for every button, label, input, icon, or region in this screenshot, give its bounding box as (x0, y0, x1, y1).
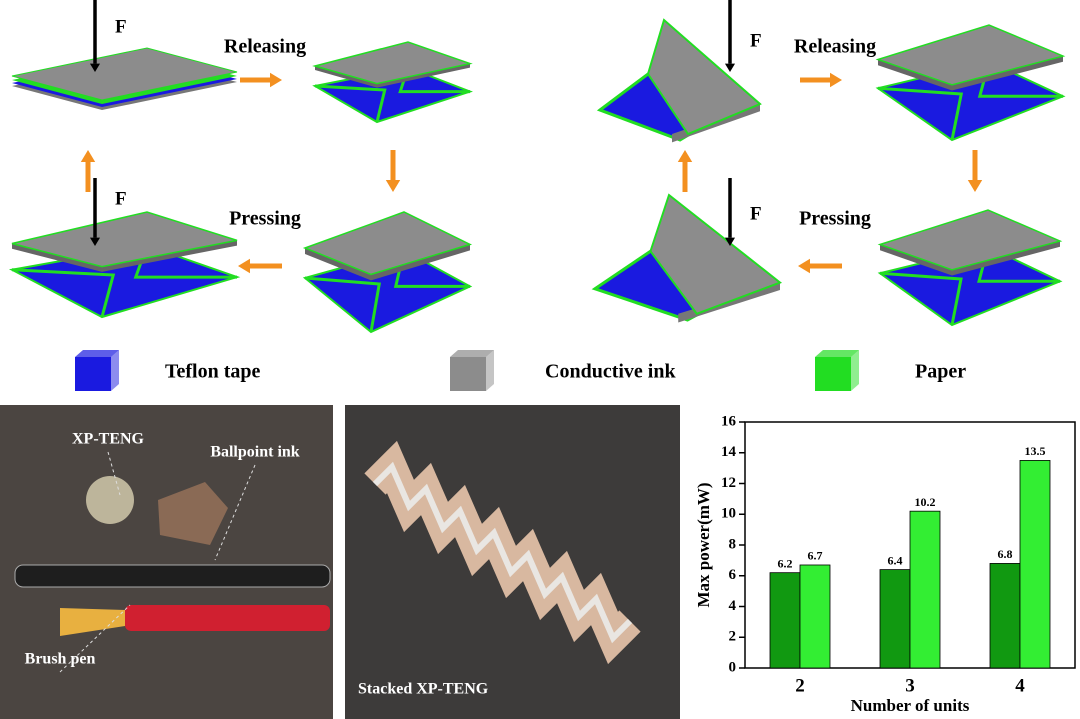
x-tick-label: 2 (795, 675, 805, 696)
fold-line (314, 84, 387, 123)
y-tick-label: 0 (729, 659, 737, 675)
y-axis-label: Max power(mW) (694, 482, 713, 607)
legend-swatch (815, 357, 851, 391)
value-label: 6.2 (778, 556, 793, 570)
ballpoint-pen (14, 564, 331, 588)
y-tick-label: 6 (729, 567, 737, 583)
bar (989, 563, 1021, 669)
bar (879, 569, 911, 669)
callout-line (59, 604, 131, 673)
ink-plate (302, 211, 473, 276)
bar (769, 572, 801, 669)
ink-plate-edge (12, 240, 237, 272)
brush-bristles (60, 608, 125, 636)
fold-line (877, 86, 964, 141)
x-tick-label: 4 (1015, 675, 1025, 696)
ink-plate-edge (880, 241, 1060, 276)
photo-label: XP-TENG (72, 431, 145, 448)
open-device (877, 209, 1063, 327)
arrow-head (89, 63, 101, 72)
legend-swatch-side (111, 350, 119, 391)
force-label: F (115, 16, 127, 37)
tilted-device (591, 193, 783, 323)
ink-plate (649, 193, 783, 315)
y-tick-label: 12 (721, 475, 736, 491)
ink-plate (646, 18, 762, 136)
x-axis-label: Number of units (851, 696, 970, 715)
ink-plate (11, 211, 238, 268)
y-tick-label: 8 (729, 536, 737, 552)
open-device (875, 24, 1066, 142)
legend-swatch-top (815, 350, 859, 357)
arrow-head (677, 150, 693, 162)
legend-swatch-top (75, 350, 119, 357)
x-tick-label: 3 (905, 675, 915, 696)
callout-line (107, 451, 121, 496)
arrow-head (89, 237, 101, 246)
value-label: 10.2 (915, 495, 936, 509)
ink-plate (875, 24, 1066, 86)
photo-label: Stacked XP-TENG (358, 681, 489, 698)
arrow-head (967, 180, 983, 192)
bar (799, 564, 831, 669)
brush-handle (125, 605, 330, 631)
arrow-head (385, 180, 401, 192)
legend-swatch (75, 357, 111, 391)
pressed-device (11, 47, 238, 110)
fold-line (304, 276, 382, 333)
open-device (8, 211, 241, 319)
photo-background (0, 405, 333, 719)
ink-plate (312, 41, 473, 85)
value-label: 13.5 (1025, 444, 1046, 458)
photo-label: Brush pen (25, 651, 96, 668)
stacked-device-edge (372, 461, 633, 644)
photo-label: Ballpoint ink (210, 444, 299, 461)
force-label: F (750, 203, 762, 224)
coin (86, 476, 134, 524)
ink-plate (11, 47, 238, 101)
open-device (302, 211, 473, 334)
legend-label: Conductive ink (545, 361, 676, 383)
open-device (312, 41, 473, 124)
fold-line (11, 268, 116, 318)
arrow-head (798, 258, 810, 274)
fold-line (879, 271, 963, 326)
force-label: F (750, 30, 762, 51)
y-tick-label: 2 (729, 629, 737, 645)
arrow-head (830, 72, 842, 88)
bar (909, 510, 941, 669)
legend-label: Paper (915, 361, 966, 383)
bar (1019, 460, 1051, 669)
legend-swatch-side (486, 350, 494, 391)
arrow-head (238, 258, 250, 274)
arrow-head (80, 150, 96, 162)
y-tick-label: 10 (721, 506, 736, 522)
ink-plate-edge (305, 244, 470, 281)
step-label: Releasing (224, 36, 306, 58)
arrow-head (724, 237, 736, 246)
tilted-device (596, 18, 762, 143)
ink-plate-edge (315, 63, 470, 88)
force-label: F (115, 188, 127, 209)
arrow-head (270, 72, 282, 88)
legend-swatch-top (450, 350, 494, 357)
y-tick-label: 16 (721, 413, 737, 429)
y-tick-label: 14 (721, 444, 737, 460)
step-label: Pressing (229, 208, 301, 230)
step-label: Releasing (794, 36, 876, 58)
callout-line (214, 464, 256, 561)
ink-plate (877, 209, 1063, 271)
y-tick-label: 4 (729, 598, 737, 614)
arrow-head (724, 63, 736, 72)
ink-plate-edge (878, 56, 1063, 91)
value-label: 6.8 (998, 547, 1013, 561)
value-label: 6.4 (888, 553, 903, 567)
step-label: Pressing (799, 208, 871, 230)
legend-swatch-side (851, 350, 859, 391)
device (158, 482, 228, 545)
value-label: 6.7 (808, 549, 823, 563)
legend-label: Teflon tape (165, 361, 261, 383)
legend-swatch (450, 357, 486, 391)
